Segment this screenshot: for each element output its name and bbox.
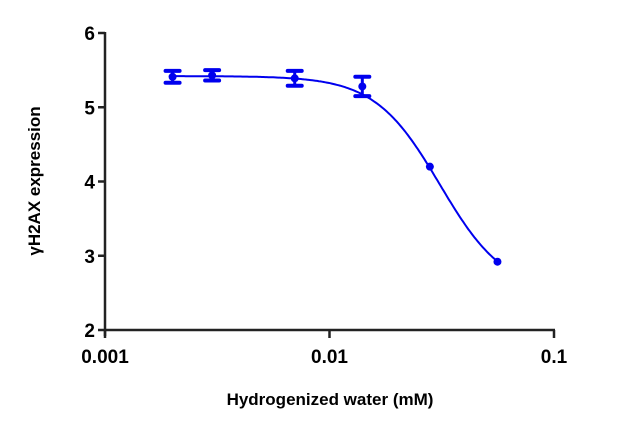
y-tick-label: 4 [84,173,95,194]
data-point [290,74,299,83]
x-axis-label: Hydrogenized water (mM) [227,390,434,409]
data-point [358,82,367,91]
marks [163,68,502,266]
x-tick-label: 0.01 [311,347,348,368]
data-point [168,72,177,81]
data-point [493,257,502,266]
fit-curve [172,75,499,263]
y-tick-label: 2 [84,321,95,342]
data-point [208,71,217,80]
y-tick-label: 3 [84,247,95,268]
x-tick-label: 0.1 [541,347,568,368]
x-tick-label: 0.001 [81,347,129,368]
y-tick-label: 6 [84,24,95,45]
y-axis-label: γH2AX expression [25,106,44,255]
y-tick-label: 5 [84,98,95,119]
data-point [425,162,434,171]
ticks: 2 3 4 5 6 0.001 0.01 0.1 [81,24,567,368]
